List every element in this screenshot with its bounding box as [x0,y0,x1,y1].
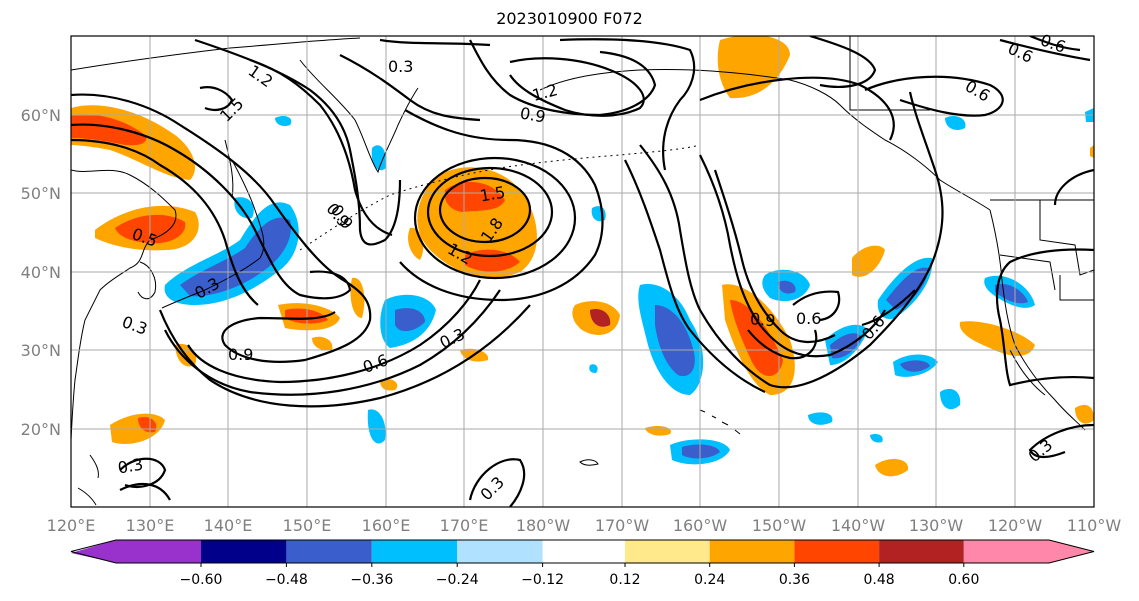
lat-label: 60°N [21,106,61,125]
lat-label: 50°N [21,184,61,203]
anomaly-fill [71,36,1094,477]
lon-label: 150°W [752,516,807,535]
longitude-labels: 120°E 130°E 140°E 150°E 160°E 170°E 180°… [47,516,1122,535]
lon-label: 150°E [283,516,332,535]
map-title: 2023010900 F072 [496,9,643,28]
lon-label: 130°E [126,516,175,535]
colorbar-outline [70,539,1095,564]
contour-label: 0.9 [749,309,776,330]
contour-labels: 0.3 1.2 1.5 0.9 1.2 0.9 0.6 0.6 0.6 1.5 … [116,30,1068,504]
colorbar-tick: 0.48 [864,572,895,588]
lat-label: 20°N [21,420,61,439]
lon-label: 140°E [204,516,253,535]
lon-label: 120°E [47,516,96,535]
lon-label: 160°E [362,516,411,535]
colorbar-segment [71,540,201,563]
colorbar-segment [794,540,880,563]
contour-label: 0.9 [519,103,547,126]
graticule [71,36,1094,507]
colorbar-segment [879,540,964,563]
lon-label: 130°W [909,516,964,535]
colorbar-segment [286,540,372,563]
colorbar-tick: −0.60 [180,572,223,588]
contour-lines [71,36,1094,507]
contour-label: 1.5 [478,182,506,205]
lon-label: 120°W [988,516,1043,535]
colorbar-segment [201,540,287,563]
colorbar-segment [542,540,625,563]
colorbar-tick: −0.48 [265,572,308,588]
lon-label: 160°W [673,516,728,535]
latitude-labels: 60°N 50°N 40°N 30°N 20°N [21,106,61,439]
colorbar-tick: −0.12 [521,572,564,588]
lon-label: 180°W [516,516,571,535]
lon-label: 140°W [831,516,886,535]
colorbar-tick: −0.36 [350,572,393,588]
lon-label: 170°W [595,516,650,535]
colorbar-segment [371,540,458,563]
colorbar: −0.60 −0.48 −0.36 −0.24 −0.12 0.12 0.24 … [70,539,1095,588]
contour-label: 0.6 [796,309,821,328]
lon-label: 170°E [440,516,489,535]
colorbar-tick: 0.12 [609,572,640,588]
colorbar-segment [963,540,1094,563]
colorbar-tick: 0.60 [948,572,979,588]
contour-label: 0.9 [228,345,253,364]
colorbar-segment [709,540,795,563]
colorbar-segment [625,540,710,563]
colorbar-tick: −0.24 [436,572,479,588]
colorbar-segment [457,540,543,563]
contour-label: 0.3 [116,454,144,477]
contour-label: 0.3 [388,57,413,76]
colorbar-tick: 0.36 [779,572,810,588]
map-frame [70,35,1095,508]
lat-label: 40°N [21,263,61,282]
colorbar-tick: 0.24 [694,572,725,588]
lon-label: 110°W [1067,516,1122,535]
lat-label: 30°N [21,341,61,360]
